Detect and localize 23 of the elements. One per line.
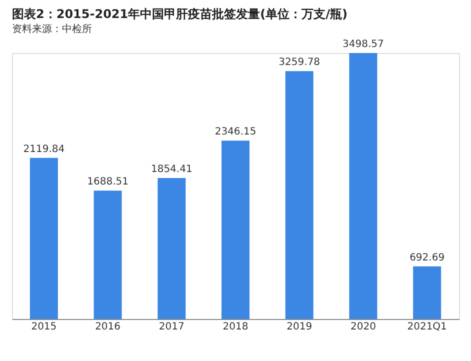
bar [285, 71, 314, 319]
x-tick-label: 2019 [286, 322, 312, 332]
bar [413, 266, 442, 319]
data-label: 3498.57 [342, 39, 384, 50]
data-label: 1688.51 [87, 176, 128, 188]
chart-title: 图表2：2015-2021年中国甲肝疫苗批签发量(单位：万支/瓶) [12, 7, 348, 21]
bar [222, 140, 250, 319]
data-label: 2119.84 [23, 144, 65, 155]
x-tick-label: 2021Q1 [407, 322, 447, 332]
text: 资料来源：中检所 [12, 23, 92, 35]
x-tick-label: 2015 [31, 322, 57, 332]
x-tick-label: 2020 [350, 322, 376, 332]
bar [94, 190, 122, 319]
data-label: 692.69 [410, 252, 445, 264]
bar [349, 53, 378, 319]
x-tick-label: 2016 [95, 322, 121, 332]
data-label: 3259.78 [278, 57, 320, 68]
bar [158, 178, 186, 319]
x-tick-label: 2018 [222, 322, 248, 332]
bar [30, 158, 58, 319]
x-tick-label: 2017 [158, 322, 184, 332]
data-label: 2346.15 [214, 126, 256, 138]
data-label: 1854.41 [150, 164, 192, 176]
